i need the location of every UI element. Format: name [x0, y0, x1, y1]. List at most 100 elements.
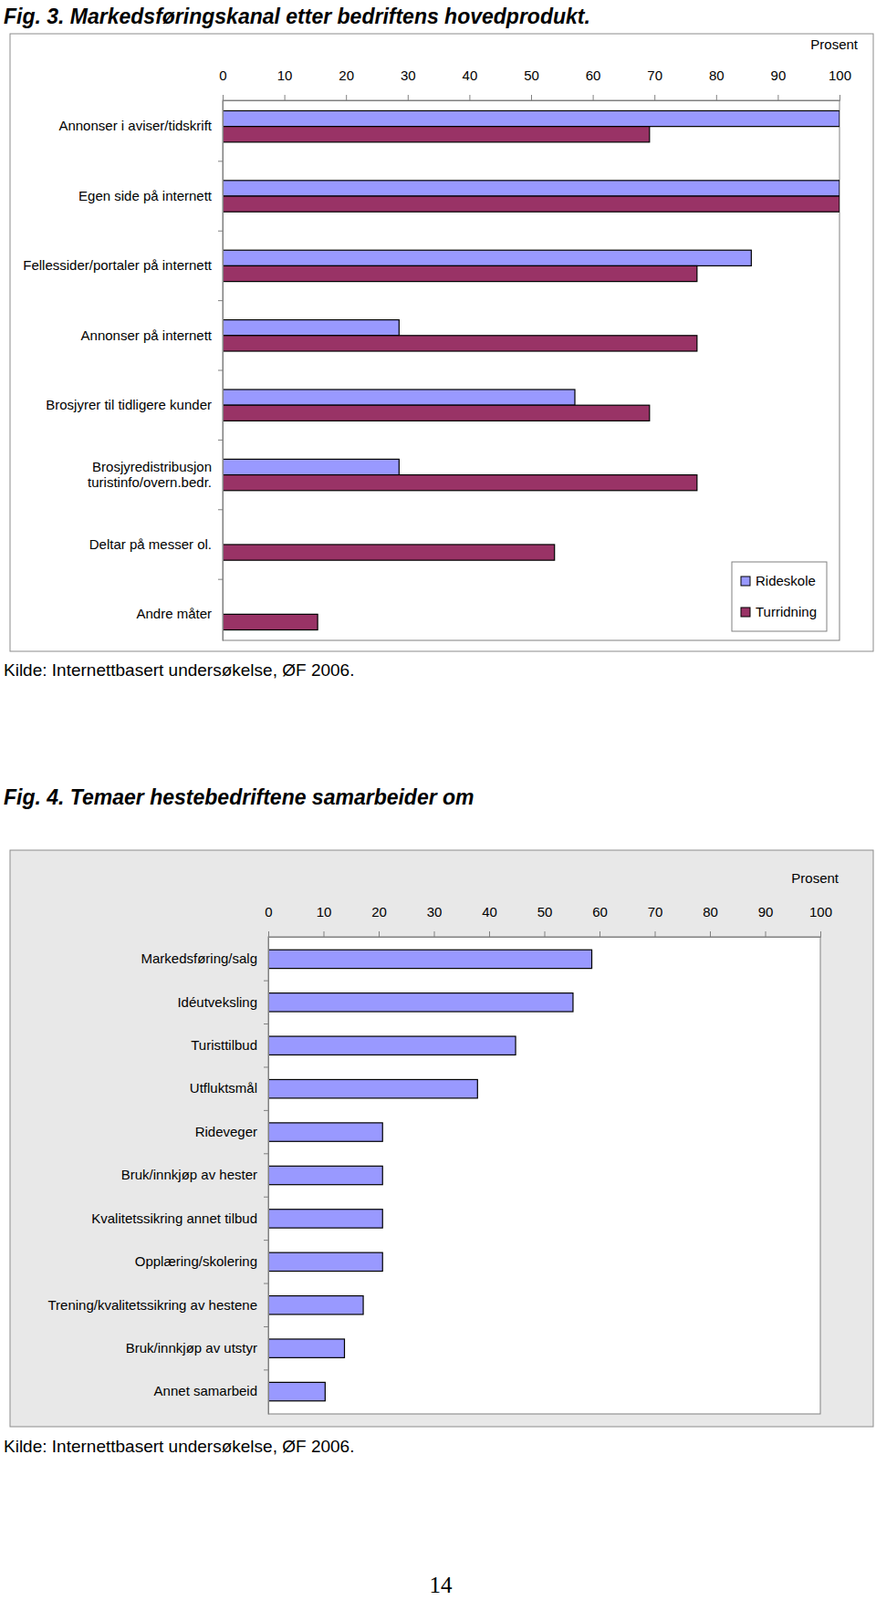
category-label: Turisttilbud: [190, 1037, 258, 1054]
tick: 90: [771, 67, 787, 101]
tick: 0: [219, 67, 227, 101]
bar: [222, 180, 840, 197]
axis-title: Prosent: [810, 36, 859, 53]
tick-label: 0: [264, 904, 272, 920]
bar: [222, 458, 399, 475]
tick: Opplæring/skolering: [135, 1253, 269, 1270]
category-label: Annonser på internett: [81, 327, 213, 344]
tick-label: 30: [427, 904, 443, 920]
tick: 60: [585, 67, 602, 101]
category-label-line: Annonser på internett: [81, 327, 213, 344]
bar: [268, 1123, 383, 1142]
category-label-line: Annonser i aviser/tidskrift: [58, 117, 212, 134]
page: Fig. 3. Markedsføringskanal etter bedrif…: [0, 0, 876, 1600]
legend-label: Turridning: [755, 604, 817, 620]
tick-label: 0: [219, 67, 227, 84]
category-label-line: Andre måter: [135, 605, 212, 622]
tick: 30: [427, 904, 443, 938]
bar: [268, 1166, 383, 1185]
tick-mark: [655, 931, 657, 938]
category-separator: [218, 230, 223, 232]
bar: [222, 126, 650, 143]
bar: [268, 1209, 383, 1229]
tick-mark: [531, 94, 532, 101]
category-separators: [218, 161, 223, 580]
bar: [222, 320, 399, 336]
legend-item: Turridning: [740, 604, 817, 620]
tick-label: 30: [400, 67, 417, 84]
chart: Fig. 3. Markedsføringskanal etter bedrif…: [3, 4, 874, 680]
tick-label: 80: [702, 904, 719, 920]
tick-mark: [407, 94, 409, 101]
category-label-line: Brosjyredistribusjon: [92, 458, 212, 475]
bar: [268, 1382, 325, 1401]
source-note: Kilde: Internettbasert undersøkelse, ØF …: [3, 660, 355, 680]
category-label: Annonser i aviser/tidskrift: [58, 117, 212, 134]
tick: 20: [338, 67, 355, 101]
category-label: Idéutveksling: [177, 994, 258, 1011]
tick-mark: [593, 94, 595, 101]
category-label: Deltar på messer ol.: [89, 536, 212, 553]
tick: Bruk/innkjøp av utstyr: [125, 1340, 269, 1356]
legend-box: [731, 562, 827, 632]
bar: [268, 949, 593, 969]
axis-line: [268, 938, 270, 1416]
bar: [222, 544, 555, 561]
bar: [222, 250, 751, 266]
tick: 50: [523, 67, 540, 101]
category-label: Trening/kvalitetssikring av hestene: [47, 1297, 258, 1314]
category-label-line: Rideveger: [195, 1124, 258, 1140]
tick-label: 70: [647, 904, 664, 920]
axis-line: [222, 101, 224, 642]
category-label-line: Bruk/innkjøp av hester: [121, 1167, 258, 1183]
category-label-line: Opplæring/skolering: [135, 1253, 258, 1270]
bar: [268, 1296, 364, 1315]
tick: Annonser på internett: [81, 327, 223, 344]
tick-label: 70: [646, 67, 663, 84]
tick-mark: [709, 931, 711, 938]
tick: Utfluktsmål: [189, 1080, 269, 1096]
bar: [222, 614, 318, 630]
bar: [268, 1339, 345, 1358]
tick: Deltar på messer ol.: [89, 536, 223, 553]
tick: 40: [481, 904, 498, 938]
tick: 80: [709, 67, 725, 101]
tick-label: 50: [537, 904, 553, 920]
category-label: Rideveger: [195, 1124, 258, 1140]
bar: [222, 335, 698, 352]
tick-label: 40: [462, 67, 479, 84]
bar: [268, 1036, 516, 1055]
tick-mark: [378, 931, 380, 938]
tick-label: 10: [277, 67, 293, 84]
tick: 40: [462, 67, 479, 101]
chart-title: Fig. 4. Temaer hestebedriftene samarbeid…: [3, 785, 475, 810]
tick-mark: [716, 94, 718, 101]
category-separator: [218, 160, 223, 162]
x-axis: 0102030405060708090100: [264, 904, 833, 939]
tick-mark: [777, 94, 779, 101]
bar: [222, 196, 840, 212]
tick: Kvalitetssikring annet tilbud: [91, 1210, 269, 1227]
bar: [268, 993, 574, 1012]
category-separator: [218, 509, 223, 511]
tick: Trening/kvalitetssikring av hestene: [47, 1297, 269, 1314]
tick-mark: [489, 931, 491, 938]
tick: 10: [316, 904, 333, 938]
category-separator: [263, 980, 269, 982]
legend-swatch: [740, 607, 751, 617]
tick-mark: [284, 94, 286, 101]
tick-mark: [469, 94, 470, 101]
tick: Bruk/innkjøp av hester: [121, 1167, 269, 1183]
x-axis: 0102030405060708090100: [219, 67, 852, 102]
category-separator: [263, 1326, 269, 1328]
tick: 70: [646, 67, 663, 101]
source-note: Kilde: Internettbasert undersøkelse, ØF …: [3, 1437, 355, 1457]
plot-area: [268, 937, 821, 1415]
bars: [222, 110, 840, 630]
category-label-line: Trening/kvalitetssikring av hestene: [47, 1297, 258, 1314]
tick: 80: [702, 904, 719, 938]
tick: 30: [400, 67, 417, 101]
axis-line: [223, 94, 841, 102]
category-separator: [263, 1240, 269, 1241]
tick-mark: [323, 931, 325, 938]
